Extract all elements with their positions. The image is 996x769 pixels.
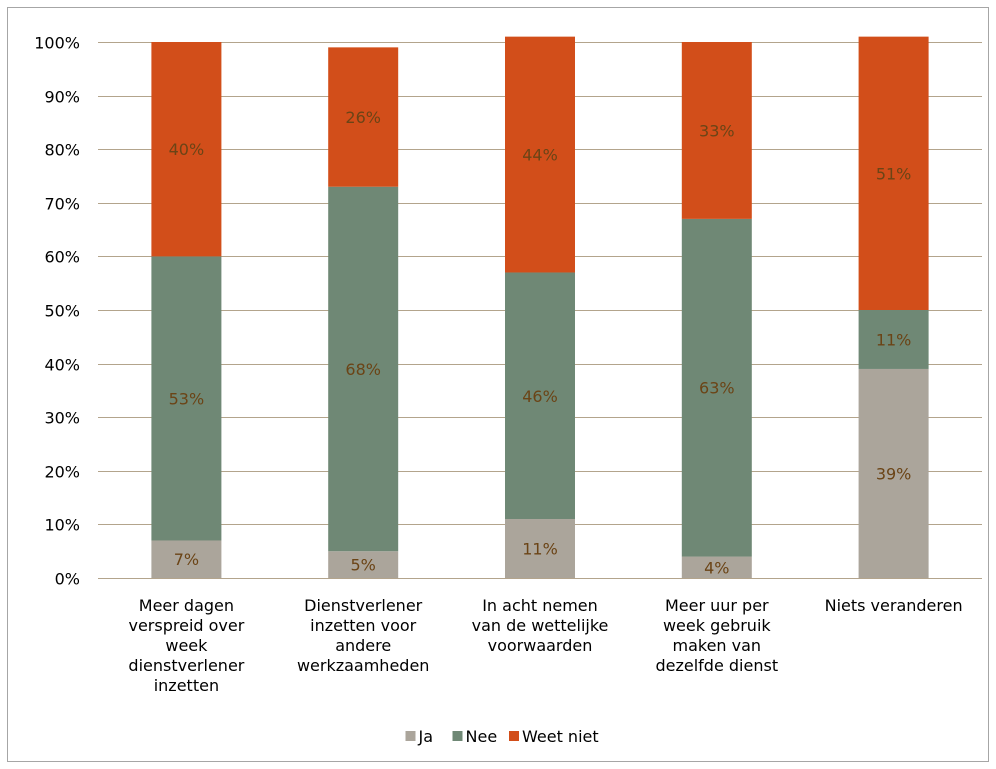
x-category-line: verspreid over (128, 616, 244, 635)
data-label: 51% (876, 164, 912, 183)
data-label: 53% (169, 389, 205, 408)
x-category-line: Meer dagen (139, 596, 234, 615)
x-category-label: Meer uur per week gebruik maken van dezelfd… (655, 596, 778, 675)
bar-segment-weet-niet (681, 42, 752, 219)
x-category-label: In acht nemen van de wettelijke voorwaarde… (472, 596, 609, 655)
x-category-label: Meer dagen verspreid over week dienstverlen… (128, 596, 244, 695)
y-tick-label: 20% (44, 463, 80, 482)
x-category-line: voorwaarden (488, 636, 593, 655)
bar-segment-nee (328, 186, 399, 552)
legend-swatch (509, 731, 519, 741)
legend-swatch (405, 731, 416, 741)
bar-segment-weet-niet (151, 42, 222, 257)
y-tick-label: 90% (44, 88, 80, 107)
x-category-line: inzetten voor (310, 616, 416, 635)
y-tick-label: 80% (44, 141, 80, 160)
y-tick-label: 0% (55, 570, 80, 589)
data-label: 40% (169, 140, 205, 159)
x-category-line: maken van (673, 636, 762, 655)
data-label: 5% (351, 556, 376, 575)
data-label: 11% (876, 330, 912, 349)
y-tick-label: 70% (44, 195, 80, 214)
bar-segment-ja (505, 519, 575, 578)
data-label: 63% (699, 379, 735, 398)
data-labels: 7% 53% 40% 5% 68% 26% 11% 46% 44% 4% 63% 33% 39% 11% 5… (169, 108, 912, 577)
x-category-line: andere (335, 636, 391, 655)
y-tick-label: 100% (34, 34, 80, 53)
bar-segment-ja (151, 540, 222, 578)
x-category-line: Dienstverlener (304, 596, 423, 615)
x-category-line: dienstverlener (128, 656, 244, 675)
x-category-label: Dienstverlener inzetten voor andere werkzaa… (297, 596, 430, 675)
bars (151, 36, 929, 578)
bar-segment-weet-niet (328, 47, 399, 187)
y-tick-label: 50% (44, 302, 80, 321)
x-category-line: dezelfde dienst (655, 656, 778, 675)
data-label: 68% (345, 360, 381, 379)
x-category-line: In acht nemen (482, 596, 598, 615)
x-category-line: week (165, 636, 208, 655)
bar-segment-nee (151, 256, 222, 541)
x-category-line: Meer uur per (665, 596, 769, 615)
data-label: 44% (522, 146, 558, 165)
data-label: 26% (345, 108, 381, 127)
y-tick-label: 40% (44, 356, 80, 375)
legend-label: Nee (466, 727, 498, 746)
bar-segment-weet-niet (858, 36, 929, 310)
bar-segment-ja (858, 368, 929, 578)
y-tick-label: 60% (44, 248, 80, 267)
data-label: 33% (699, 121, 735, 140)
bar-segment-ja (328, 551, 399, 578)
y-tick-label: 30% (44, 409, 80, 428)
bar-segment-nee (858, 310, 929, 369)
x-axis-categories: Meer dagen verspreid over week dienstverlen… (128, 596, 962, 695)
data-label: 7% (174, 550, 199, 569)
x-category-line: week gebruik (663, 616, 771, 635)
legend-label: Ja (418, 727, 434, 746)
legend-swatch (452, 731, 463, 741)
data-label: 4% (704, 558, 729, 577)
x-category-line: Niets veranderen (825, 596, 963, 615)
y-tick-label: 10% (44, 516, 80, 535)
bar-segment-ja (681, 556, 752, 578)
x-category-label: Niets veranderen (825, 596, 963, 615)
data-label: 46% (522, 387, 558, 406)
bar-segment-nee (681, 218, 752, 557)
bar-segment-weet-niet (505, 36, 575, 273)
legend: Ja Nee Weet niet (405, 727, 599, 746)
data-label: 11% (522, 540, 558, 559)
y-axis-ticks: 0% 10% 20% 30% 40% 50% 60% 70% 80% 90% 100% (34, 34, 80, 589)
x-category-line: werkzaamheden (297, 656, 430, 675)
x-category-line: inzetten (154, 676, 219, 695)
data-label: 39% (876, 464, 912, 483)
x-category-line: van de wettelijke (472, 616, 609, 635)
legend-label: Weet niet (522, 727, 599, 746)
bar-segment-nee (505, 272, 575, 520)
